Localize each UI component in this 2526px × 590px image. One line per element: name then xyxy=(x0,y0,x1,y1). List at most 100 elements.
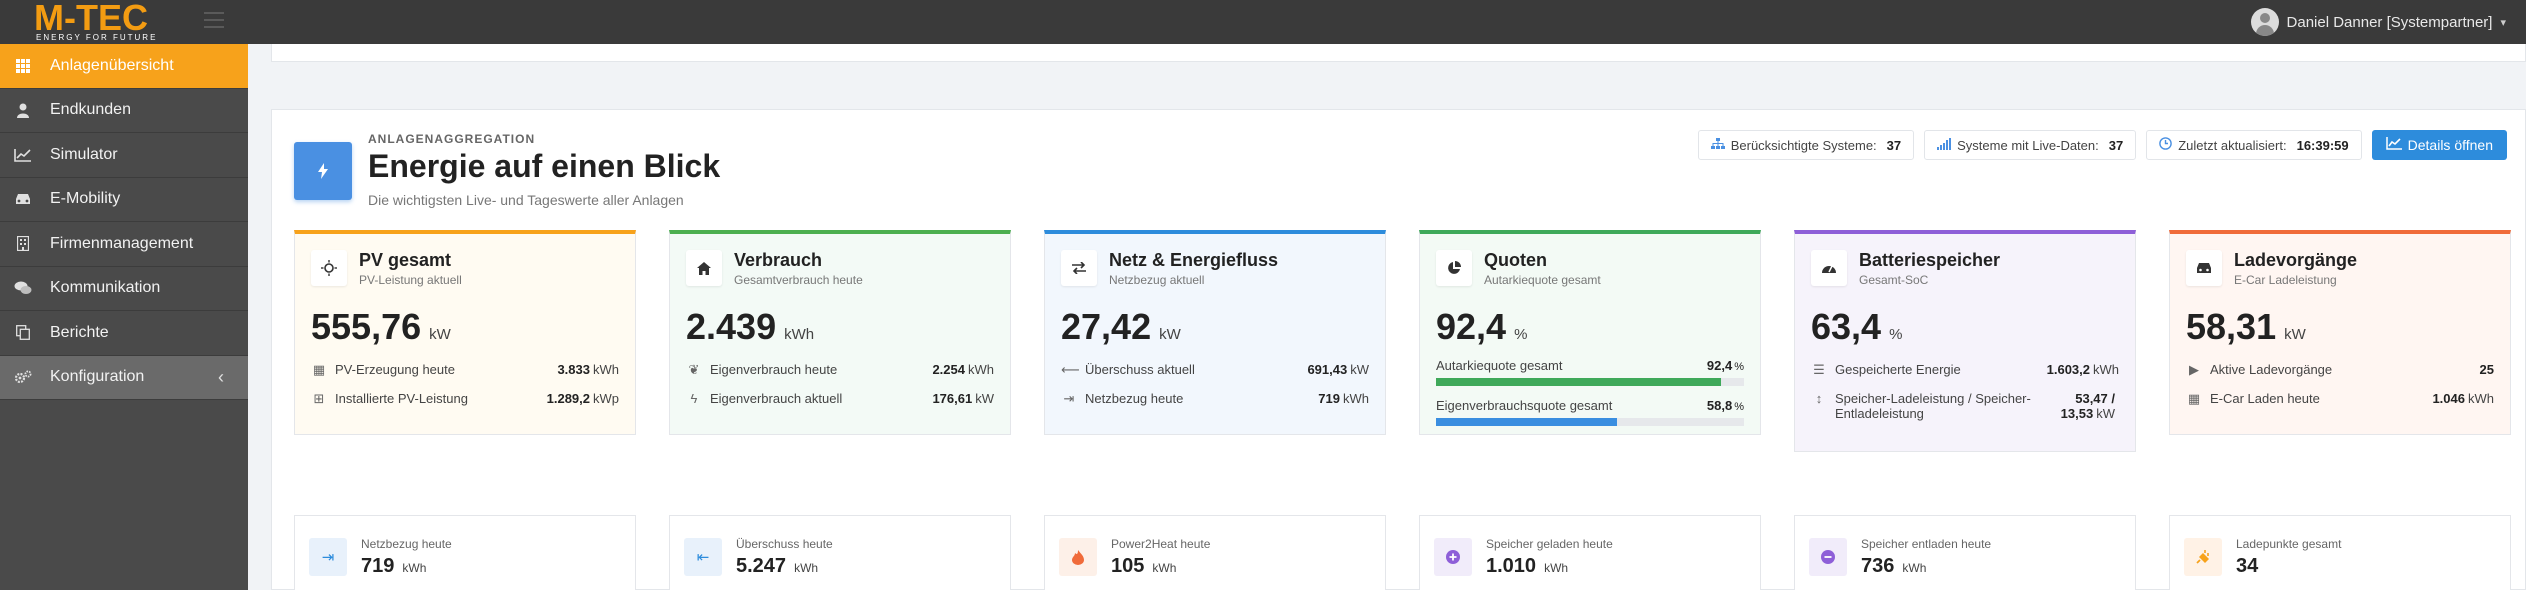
sidebar-item-konfiguration[interactable]: Konfiguration ‹ xyxy=(0,355,248,400)
signal-icon xyxy=(1937,137,1952,153)
chevron-left-icon[interactable]: ‹ xyxy=(218,366,224,387)
user-menu[interactable]: Daniel Danner [Systempartner] ▾ xyxy=(2250,0,2506,44)
sidebar-item-firmenmanagement[interactable]: Firmenmanagement xyxy=(0,222,248,267)
quote-unit: % xyxy=(1734,361,1744,373)
card-value: 555,76 xyxy=(311,306,422,347)
user-name: Daniel Danner [Systempartner] xyxy=(2286,13,2493,31)
card-pv-gesamt[interactable]: PV gesamt PV-Leistung aktuell 555,76 kW … xyxy=(294,230,636,435)
row-unit: kWh xyxy=(2468,391,2494,406)
sidebar-item-label: Anlagenübersicht xyxy=(50,56,174,74)
mini-unit: kWh xyxy=(1902,560,1927,575)
bolt-icon xyxy=(294,142,352,200)
sidebar-item-anlagenuebersicht[interactable]: Anlagenübersicht xyxy=(0,44,248,89)
mini-speicher-geladen-heute: Speicher geladen heute 1.010 kWh xyxy=(1419,515,1761,590)
sidebar-item-simulator[interactable]: Simulator xyxy=(0,133,248,178)
row-unit: kWh xyxy=(2093,362,2119,377)
play-icon: ▶ xyxy=(2189,362,2199,377)
sidebar-item-label: Simulator xyxy=(50,145,118,163)
home-icon xyxy=(686,250,722,286)
sidebar-item-label: Kommunikation xyxy=(50,279,161,297)
card-subtitle: E-Car Ladeleistung xyxy=(2234,272,2337,287)
details-button[interactable]: Details öffnen xyxy=(2371,130,2507,160)
row-value: 691,43 xyxy=(1307,362,1348,377)
row-label: Netzbezug heute xyxy=(1085,391,1184,406)
row-label: Überschuss aktuell xyxy=(1085,362,1195,377)
page-subtitle: Die wichtigsten Live- und Tageswerte all… xyxy=(368,192,684,208)
mini-power2heat-heute: Power2Heat heute 105 kWh xyxy=(1044,515,1386,590)
card-netz-energiefluss[interactable]: Netz & Energiefluss Netzbezug aktuell 27… xyxy=(1044,230,1386,435)
area-chart-icon xyxy=(2385,137,2402,153)
sidebar-item-berichte[interactable]: Berichte xyxy=(0,311,248,356)
card-quoten[interactable]: Quoten Autarkiequote gesamt 92,4 % Autar… xyxy=(1419,230,1761,435)
sidebar-item-kommunikation[interactable]: Kommunikation xyxy=(0,267,248,311)
card-row: ⇥ Netzbezug heute 719 kWh xyxy=(1061,391,1369,420)
line-chart-icon xyxy=(12,148,34,162)
sign-in-icon: ⇥ xyxy=(309,538,347,576)
card-subtitle: Gesamtverbrauch heute xyxy=(734,272,863,287)
mini-ueberschuss-heute: ⇤ Überschuss heute 5.247 kWh xyxy=(669,515,1011,590)
database-icon: ☰ xyxy=(1813,362,1825,377)
row-label: PV-Erzeugung heute xyxy=(335,362,455,377)
sitemap-icon: ⊞ xyxy=(313,391,325,406)
chip-label: Systeme mit Live-Daten: xyxy=(1957,137,2099,153)
building-icon xyxy=(12,236,34,252)
arrows-vertical-icon: ↕ xyxy=(1815,391,1823,406)
quote-label: Eigenverbrauchsquote gesamt xyxy=(1436,398,1613,413)
sidebar-item-e-mobility[interactable]: E-Mobility xyxy=(0,178,248,222)
row-unit: kWh xyxy=(968,362,994,377)
chip-systems: Berücksichtigte Systeme: 37 xyxy=(1697,130,1915,160)
card-title: Netz & Energiefluss xyxy=(1109,249,1279,270)
mini-unit: kWh xyxy=(1152,560,1177,575)
mini-value: 1.010 xyxy=(1486,554,1537,577)
quote-label: Autarkiequote gesamt xyxy=(1436,358,1563,373)
card-unit: % xyxy=(1514,326,1528,343)
card-batteriespeicher[interactable]: Batteriespeicher Gesamt-SoC 63,4 % ☰ Ges… xyxy=(1794,230,2136,452)
card-unit: kW xyxy=(429,326,451,343)
main-content: ANLAGENAGGREGATION Energie auf einen Bli… xyxy=(248,44,2526,590)
brand-logo[interactable]: M-TEC ENERGY FOR FUTURE xyxy=(0,0,248,44)
card-unit: kWh xyxy=(784,326,815,343)
card-value: 27,42 xyxy=(1061,306,1152,347)
progress-fill xyxy=(1436,378,1721,386)
section-overline: ANLAGENAGGREGATION xyxy=(368,132,536,146)
row-label: Eigenverbrauch aktuell xyxy=(710,391,843,406)
chip-label: Berücksichtigte Systeme: xyxy=(1730,137,1877,153)
card-title: Quoten xyxy=(1484,249,1547,270)
card-subtitle: Gesamt-SoC xyxy=(1859,272,1929,287)
row-unit: kW xyxy=(2096,406,2115,421)
pie-chart-icon xyxy=(1436,250,1472,286)
user-icon xyxy=(12,103,34,118)
card-value: 92,4 xyxy=(1436,306,1507,347)
car-icon xyxy=(12,192,34,206)
quote-line: Autarkiequote gesamt 92,4% xyxy=(1436,358,1744,373)
menu-toggle-icon[interactable] xyxy=(204,12,224,28)
row-value: 176,61 xyxy=(932,391,973,406)
card-ladevorgaenge[interactable]: Ladevorgänge E-Car Ladeleistung 58,31 kW… xyxy=(2169,230,2511,435)
row-unit: kWh xyxy=(593,362,619,377)
sidebar-item-endkunden[interactable]: Endkunden xyxy=(0,89,248,133)
daily-mini-cards: ⇥ Netzbezug heute 719 kWh ⇤ Überschuss he… xyxy=(294,515,2514,590)
panel-previous xyxy=(271,44,2526,62)
mini-value: 105 xyxy=(1111,554,1145,577)
chip-label: Zuletzt aktualisiert: xyxy=(2178,137,2287,153)
row-unit: kW xyxy=(1350,362,1369,377)
mini-value: 719 xyxy=(361,554,395,577)
card-title: Batteriespeicher xyxy=(1859,249,2001,270)
card-subtitle: Autarkiequote gesamt xyxy=(1484,272,1601,287)
card-verbrauch[interactable]: Verbrauch Gesamtverbrauch heute 2.439 kW… xyxy=(669,230,1011,435)
card-value: 58,31 xyxy=(2186,306,2277,347)
row-value: 2.254 xyxy=(932,362,965,377)
sidebar-item-label: Endkunden xyxy=(50,101,131,119)
minus-circle-icon xyxy=(1809,538,1847,576)
mini-label: Speicher geladen heute xyxy=(1486,536,1613,551)
card-title: Ladevorgänge xyxy=(2234,249,2358,270)
card-row: ▦ E-Car Laden heute 1.046 kWh xyxy=(2186,391,2494,420)
row-label: Installierte PV-Leistung xyxy=(335,391,468,406)
row-value: 3.833 xyxy=(557,362,590,377)
sitemap-icon xyxy=(1710,137,1725,153)
kpi-cards: PV gesamt PV-Leistung aktuell 555,76 kW … xyxy=(294,230,2514,454)
card-row: ϟ Eigenverbrauch aktuell 176,61 kW xyxy=(686,391,994,420)
car-icon xyxy=(2186,250,2222,286)
chip-value: 37 xyxy=(1886,137,1902,153)
top-bar: M-TEC ENERGY FOR FUTURE Daniel Danner [S… xyxy=(0,0,2526,44)
